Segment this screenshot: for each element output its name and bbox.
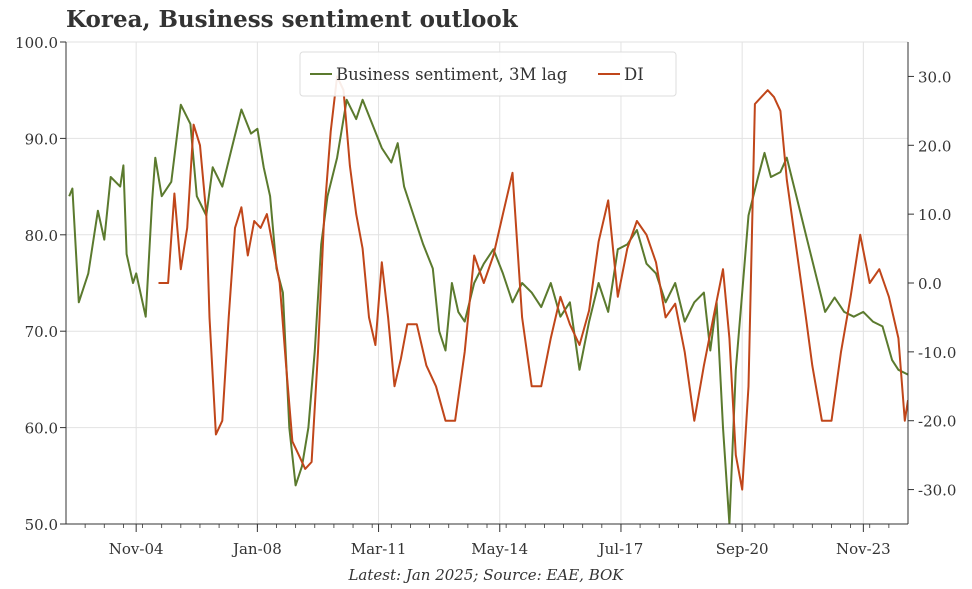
right-tick-label: -10.0	[918, 344, 956, 362]
series-line-di	[158, 75, 908, 491]
left-tick-label: 60.0	[25, 420, 58, 438]
left-tick-label: 50.0	[25, 516, 58, 534]
right-tick-label: 30.0	[918, 68, 951, 86]
x-tick-label: May-14	[471, 540, 528, 558]
left-tick-label: 80.0	[25, 227, 58, 245]
series-layer	[68, 75, 908, 524]
right-tick-label: 0.0	[918, 275, 942, 293]
legend-label-business-sentiment: Business sentiment, 3M lag	[336, 65, 568, 84]
right-tick-label: -20.0	[918, 413, 956, 431]
x-tick-label: Jul-17	[597, 540, 644, 558]
line-chart: 50.0 60.0 70.0 80.0 90.0 100.0 -30.0 -20.0 -10.0…	[15, 34, 956, 558]
x-tick-label: Mar-11	[351, 540, 407, 558]
series-line-business-sentiment	[68, 98, 908, 524]
x-tick-label: Sep-20	[716, 540, 769, 558]
left-tick-label: 90.0	[25, 130, 58, 148]
x-tick-label: Jan-08	[231, 540, 282, 558]
legend-box	[299, 51, 677, 97]
source-note: Latest: Jan 2025; Source: EAE, BOK	[348, 566, 624, 584]
chart-title: Korea, Business sentiment outlook	[66, 6, 518, 33]
axes: 50.0 60.0 70.0 80.0 90.0 100.0 -30.0 -20.0 -10.0…	[15, 34, 956, 558]
right-tick-label: 10.0	[918, 206, 951, 224]
legend: Business sentiment, 3M lag DI	[299, 51, 677, 97]
left-tick-label: 100.0	[15, 34, 58, 52]
right-tick-label: 20.0	[918, 137, 951, 155]
x-tick-label: Nov-23	[836, 540, 891, 558]
right-tick-label: -30.0	[918, 482, 956, 500]
legend-label-di: DI	[624, 65, 644, 84]
x-tick-label: Nov-04	[109, 540, 164, 558]
left-tick-label: 70.0	[25, 323, 58, 341]
